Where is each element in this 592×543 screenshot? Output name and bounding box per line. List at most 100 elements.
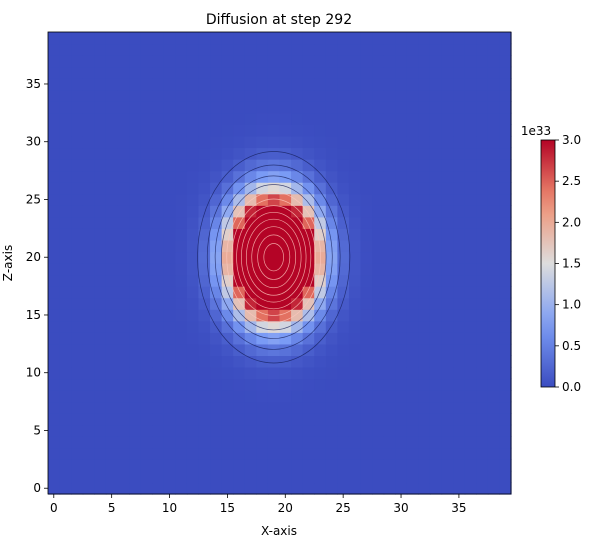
- y-axis-label: Z-axis: [1, 245, 15, 281]
- heatmap-cell: [372, 55, 385, 68]
- heatmap-cell: [152, 112, 165, 125]
- heatmap-cell: [267, 447, 281, 460]
- heatmap-cell: [418, 66, 431, 79]
- heatmap-cell: [175, 470, 188, 484]
- heatmap-cell: [94, 320, 107, 333]
- heatmap-cell: [476, 135, 489, 149]
- heatmap-cell: [348, 274, 362, 287]
- heatmap-cell: [256, 124, 269, 137]
- heatmap-cell: [94, 32, 107, 45]
- heatmap-cell: [291, 297, 304, 310]
- heatmap-cell: [429, 101, 443, 114]
- heatmap-cell: [395, 170, 408, 183]
- heatmap-cell: [82, 309, 95, 322]
- heatmap-cell: [186, 182, 200, 195]
- heatmap-cell: [429, 378, 443, 391]
- heatmap-cell: [406, 355, 419, 368]
- heatmap-cell: [82, 355, 95, 368]
- heatmap-cell: [302, 55, 315, 68]
- heatmap-cell: [337, 343, 350, 356]
- heatmap-cell: [337, 390, 350, 403]
- heatmap-cell: [487, 482, 501, 495]
- heatmap-cell: [105, 193, 119, 206]
- heatmap-cell: [105, 482, 119, 495]
- heatmap-cell: [406, 332, 419, 345]
- heatmap-cell: [360, 55, 373, 68]
- heatmap-cell: [117, 378, 130, 391]
- heatmap-cell: [59, 309, 72, 322]
- heatmap-cell: [71, 424, 84, 437]
- heatmap-cell: [140, 459, 153, 472]
- heatmap-cell: [291, 124, 304, 137]
- heatmap-cell: [325, 228, 338, 241]
- heatmap-cell: [325, 286, 338, 299]
- heatmap-cell: [337, 66, 350, 79]
- heatmap-cell: [337, 378, 350, 391]
- heatmap-cell: [267, 251, 281, 264]
- heatmap-cell: [129, 447, 142, 460]
- heatmap-cell: [499, 436, 512, 449]
- heatmap-cell: [325, 390, 338, 403]
- heatmap-cell: [256, 32, 269, 45]
- heatmap-cell: [256, 309, 269, 322]
- heatmap-cell: [360, 89, 373, 102]
- heatmap-cell: [360, 216, 373, 229]
- heatmap-cell: [221, 366, 234, 380]
- heatmap-cell: [59, 355, 72, 368]
- heatmap-cell: [82, 170, 95, 183]
- heatmap-cell: [175, 228, 188, 241]
- heatmap-cell: [406, 320, 419, 333]
- heatmap-cell: [314, 205, 327, 218]
- heatmap-cell: [441, 205, 454, 218]
- heatmap-cell: [441, 78, 454, 91]
- heatmap-cell: [175, 482, 188, 495]
- heatmap-cell: [71, 89, 84, 102]
- heatmap-cell: [464, 135, 477, 149]
- heatmap-cell: [210, 413, 223, 426]
- heatmap-cell: [348, 55, 362, 68]
- heatmap-cell: [348, 101, 362, 114]
- heatmap-cell: [48, 390, 61, 403]
- heatmap-cell: [464, 216, 477, 229]
- heatmap-cell: [256, 193, 269, 206]
- heatmap-cell: [82, 470, 95, 484]
- heatmap-cell: [360, 366, 373, 380]
- heatmap-cell: [348, 320, 362, 333]
- heatmap-cell: [372, 274, 385, 287]
- heatmap-cell: [129, 101, 142, 114]
- heatmap-cell: [59, 182, 72, 195]
- heatmap-cell: [59, 205, 72, 218]
- heatmap-cell: [233, 78, 246, 91]
- contour-lines: [197, 151, 351, 364]
- heatmap-cell: [129, 390, 142, 403]
- heatmap-cell: [94, 205, 107, 218]
- heatmap-cell: [302, 112, 315, 125]
- heatmap-cell: [337, 55, 350, 68]
- heatmap-cell: [360, 32, 373, 45]
- heatmap-cell: [59, 78, 72, 91]
- heatmap-cell: [487, 32, 501, 45]
- contour-line: [220, 184, 327, 331]
- heatmap-cell: [406, 124, 419, 137]
- heatmap-cell: [267, 390, 281, 403]
- heatmap-cell: [244, 182, 257, 195]
- heatmap-cell: [464, 413, 477, 426]
- heatmap-cell: [291, 32, 304, 45]
- heatmap-cell: [163, 251, 176, 264]
- heatmap-cell: [198, 170, 211, 183]
- heatmap-cell: [210, 193, 223, 206]
- heatmap-cell: [233, 251, 246, 264]
- heatmap-cell: [175, 124, 188, 137]
- heatmap-cell: [395, 147, 408, 160]
- heatmap-cell: [186, 424, 200, 437]
- heatmap-cell: [129, 482, 142, 495]
- heatmap-cell: [186, 459, 200, 472]
- heatmap-cell: [383, 286, 396, 299]
- heatmap-cell: [372, 170, 385, 183]
- heatmap-cell: [279, 43, 292, 56]
- heatmap-cell: [453, 228, 466, 241]
- heatmap-cell: [163, 112, 176, 125]
- heatmap-cell: [395, 320, 408, 333]
- heatmap-cell: [48, 297, 61, 310]
- heatmap-cell: [372, 216, 385, 229]
